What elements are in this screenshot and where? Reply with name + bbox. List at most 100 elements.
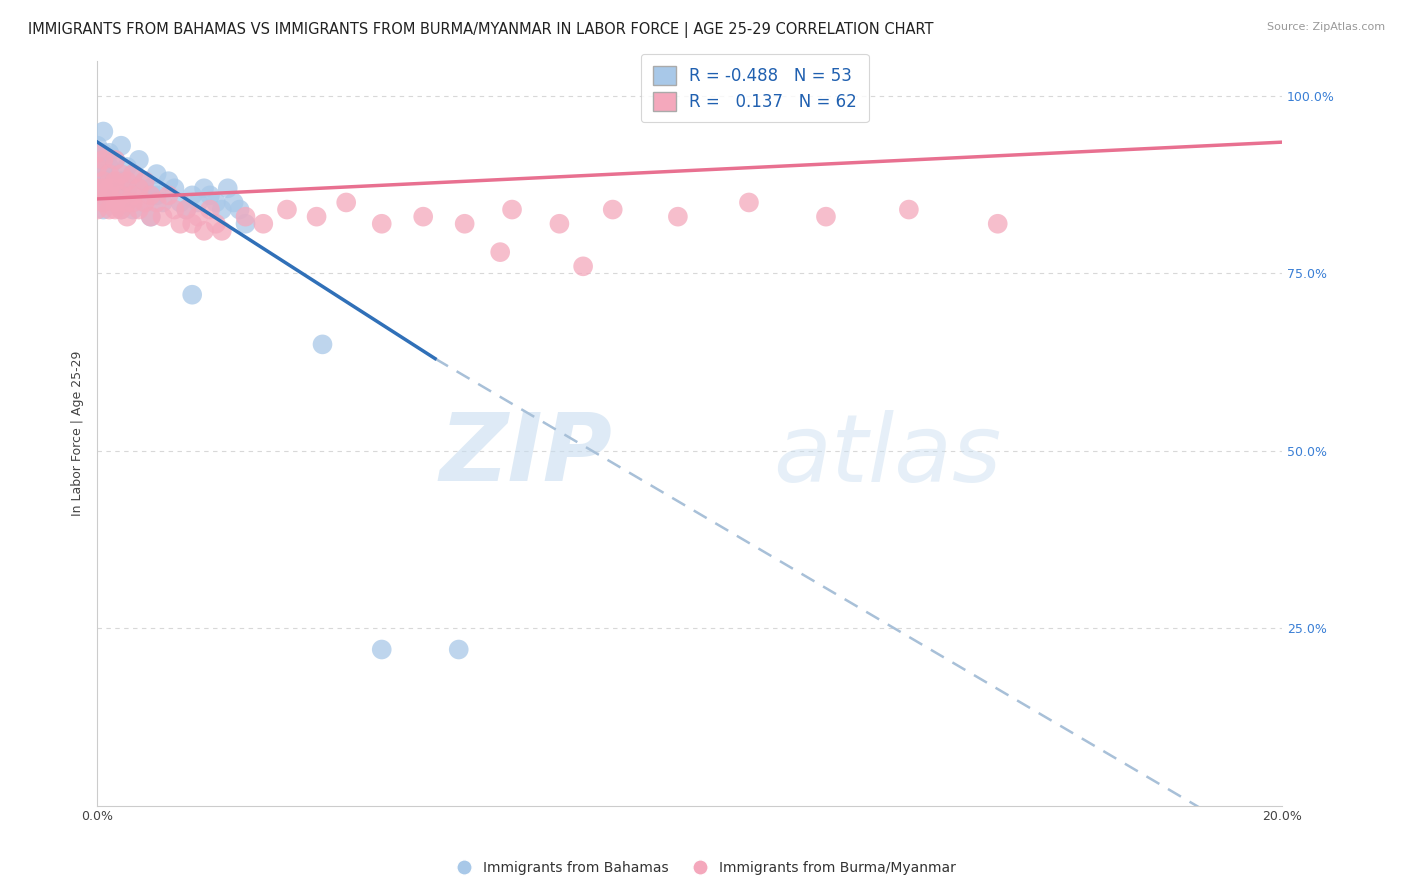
Point — [157, 188, 180, 202]
Point — [157, 174, 180, 188]
Point — [93, 145, 115, 160]
Point — [305, 210, 328, 224]
Point — [104, 174, 127, 188]
Point — [145, 195, 167, 210]
Point — [93, 181, 115, 195]
Point — [371, 217, 394, 231]
Point — [235, 217, 257, 231]
Point — [93, 167, 115, 181]
Point — [174, 202, 197, 217]
Point — [371, 642, 394, 657]
Point — [169, 195, 191, 210]
Point — [128, 181, 150, 195]
Point — [86, 174, 108, 188]
Point — [86, 145, 108, 160]
Point — [98, 160, 121, 174]
Point — [666, 210, 689, 224]
Point — [122, 167, 145, 181]
Point — [98, 145, 121, 160]
Point — [122, 167, 145, 181]
Point — [447, 642, 470, 657]
Point — [222, 195, 245, 210]
Y-axis label: In Labor Force | Age 25-29: In Labor Force | Age 25-29 — [72, 351, 84, 516]
Point — [987, 217, 1010, 231]
Point — [110, 138, 132, 153]
Point — [110, 188, 132, 202]
Point — [115, 195, 138, 210]
Point — [104, 181, 127, 195]
Point — [181, 188, 204, 202]
Point — [115, 174, 138, 188]
Point — [104, 153, 127, 167]
Point — [139, 188, 162, 202]
Legend: R = -0.488   N = 53, R =   0.137   N = 62: R = -0.488 N = 53, R = 0.137 N = 62 — [641, 54, 869, 122]
Text: IMMIGRANTS FROM BAHAMAS VS IMMIGRANTS FROM BURMA/MYANMAR IN LABOR FORCE | AGE 25: IMMIGRANTS FROM BAHAMAS VS IMMIGRANTS FR… — [28, 22, 934, 38]
Point — [548, 217, 571, 231]
Point — [134, 195, 156, 210]
Point — [205, 217, 228, 231]
Point — [86, 138, 108, 153]
Point — [134, 174, 156, 188]
Point — [211, 224, 233, 238]
Point — [110, 202, 132, 217]
Point — [110, 174, 132, 188]
Point — [98, 188, 121, 202]
Point — [104, 153, 127, 167]
Point — [139, 181, 162, 195]
Point — [93, 181, 115, 195]
Point — [139, 210, 162, 224]
Point — [86, 181, 108, 195]
Point — [152, 210, 174, 224]
Point — [193, 224, 215, 238]
Point — [174, 202, 197, 217]
Point — [110, 181, 132, 195]
Point — [335, 195, 357, 210]
Point — [738, 195, 761, 210]
Point — [134, 195, 156, 210]
Legend: Immigrants from Bahamas, Immigrants from Burma/Myanmar: Immigrants from Bahamas, Immigrants from… — [444, 855, 962, 880]
Point — [152, 195, 174, 210]
Point — [86, 202, 108, 217]
Point — [93, 202, 115, 217]
Point — [128, 181, 150, 195]
Point — [187, 210, 209, 224]
Point — [86, 160, 108, 174]
Point — [128, 153, 150, 167]
Point — [211, 202, 233, 217]
Point — [104, 195, 127, 210]
Point — [139, 210, 162, 224]
Point — [489, 245, 512, 260]
Text: ZIP: ZIP — [440, 409, 613, 501]
Point — [412, 210, 434, 224]
Point — [169, 217, 191, 231]
Point — [134, 174, 156, 188]
Point — [276, 202, 298, 217]
Point — [98, 174, 121, 188]
Point — [115, 181, 138, 195]
Point — [86, 188, 108, 202]
Point — [453, 217, 475, 231]
Point — [198, 188, 221, 202]
Text: atlas: atlas — [773, 410, 1001, 501]
Point — [217, 181, 239, 195]
Point — [235, 210, 257, 224]
Point — [115, 210, 138, 224]
Point — [122, 202, 145, 217]
Point — [163, 202, 186, 217]
Point — [104, 195, 127, 210]
Point — [104, 202, 127, 217]
Point — [86, 153, 108, 167]
Point — [198, 202, 221, 217]
Point — [128, 202, 150, 217]
Point — [93, 124, 115, 138]
Point — [110, 167, 132, 181]
Point — [205, 195, 228, 210]
Point — [181, 217, 204, 231]
Point — [501, 202, 523, 217]
Point — [602, 202, 624, 217]
Point — [145, 167, 167, 181]
Point — [93, 153, 115, 167]
Point — [98, 167, 121, 181]
Point — [311, 337, 333, 351]
Point — [98, 181, 121, 195]
